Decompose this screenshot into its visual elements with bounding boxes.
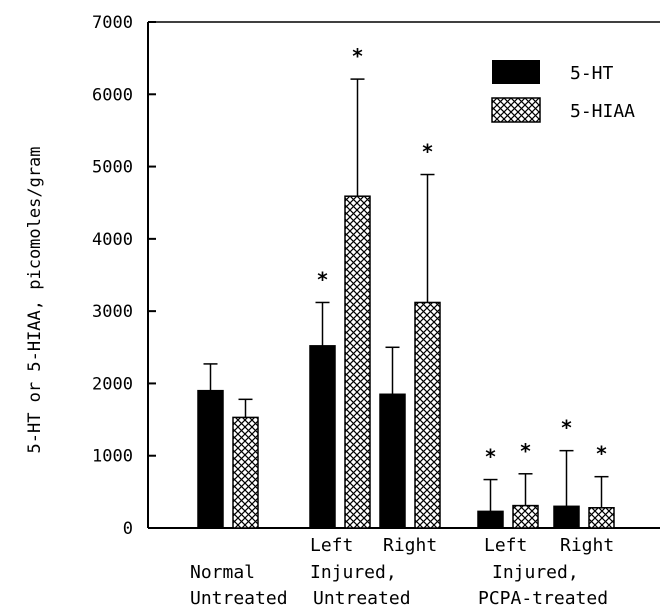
y-tick-label-5000: 5000 [92, 158, 133, 178]
legend-label-5hiaa: 5-HIAA [570, 101, 635, 122]
label-untreated-2: Untreated [313, 588, 411, 607]
bars [197, 195, 615, 529]
y-tick-label-0: 0 [123, 519, 133, 539]
significance-5ht-right-injured-pcpa: * [560, 416, 572, 440]
label-pcpa: PCPA-treated [478, 588, 608, 607]
significance-5ht-left-injured-untreated: * [316, 267, 328, 291]
significance-5hiaa-left-injured-untreated: * [351, 44, 363, 68]
y-ticks: 0 1000 2000 3000 4000 5000 6000 7000 [92, 13, 156, 539]
label-injured-2: Injured, [492, 562, 579, 583]
category-labels: Left Right Left Right Normal Injured, In… [190, 535, 614, 607]
label-injured-1: Injured, [310, 562, 397, 583]
significance-5hiaa-left-injured-pcpa: * [519, 439, 531, 463]
label-left-2: Left [484, 535, 527, 556]
bar-5ht-right-injured-pcpa [553, 505, 580, 529]
bar-5ht-right-injured-untreated [379, 393, 406, 529]
label-untreated-1: Untreated [190, 588, 288, 607]
y-tick-label-2000: 2000 [92, 374, 133, 394]
bar-5ht-normal-untreated [197, 389, 224, 529]
legend-swatch-5hiaa [491, 97, 541, 123]
label-left-1: Left [310, 535, 353, 556]
y-tick-label-4000: 4000 [92, 230, 133, 250]
bar-5hiaa-left-injured-pcpa [512, 504, 539, 529]
significance-5ht-left-injured-pcpa: * [484, 445, 496, 469]
label-right-2: Right [560, 535, 614, 556]
y-tick-label-1000: 1000 [92, 447, 133, 467]
bar-5hiaa-right-injured-pcpa [588, 507, 615, 529]
label-right-1: Right [383, 535, 437, 556]
bar-5ht-left-injured-untreated [309, 345, 336, 529]
significance-marks: * * * * * * * [316, 44, 607, 468]
significance-5hiaa-right-injured-pcpa: * [595, 442, 607, 466]
error-bars [203, 78, 609, 512]
legend: 5-HT 5-HIAA [491, 60, 635, 123]
significance-5hiaa-right-injured-untreated: * [421, 140, 433, 164]
y-axis-title: 5-HT or 5-HIAA, picomoles/gram [25, 146, 45, 453]
legend-label-5ht: 5-HT [570, 63, 614, 84]
bar-5ht-left-injured-pcpa [477, 510, 504, 529]
label-normal: Normal [190, 562, 255, 583]
legend-swatch-5ht [492, 60, 540, 84]
bar-5hiaa-right-injured-untreated [414, 301, 441, 529]
y-tick-label-7000: 7000 [92, 13, 133, 33]
y-tick-label-6000: 6000 [92, 85, 133, 105]
bar-5hiaa-left-injured-untreated [344, 195, 371, 529]
bar-5hiaa-normal-untreated [232, 416, 259, 529]
y-tick-label-3000: 3000 [92, 302, 133, 322]
